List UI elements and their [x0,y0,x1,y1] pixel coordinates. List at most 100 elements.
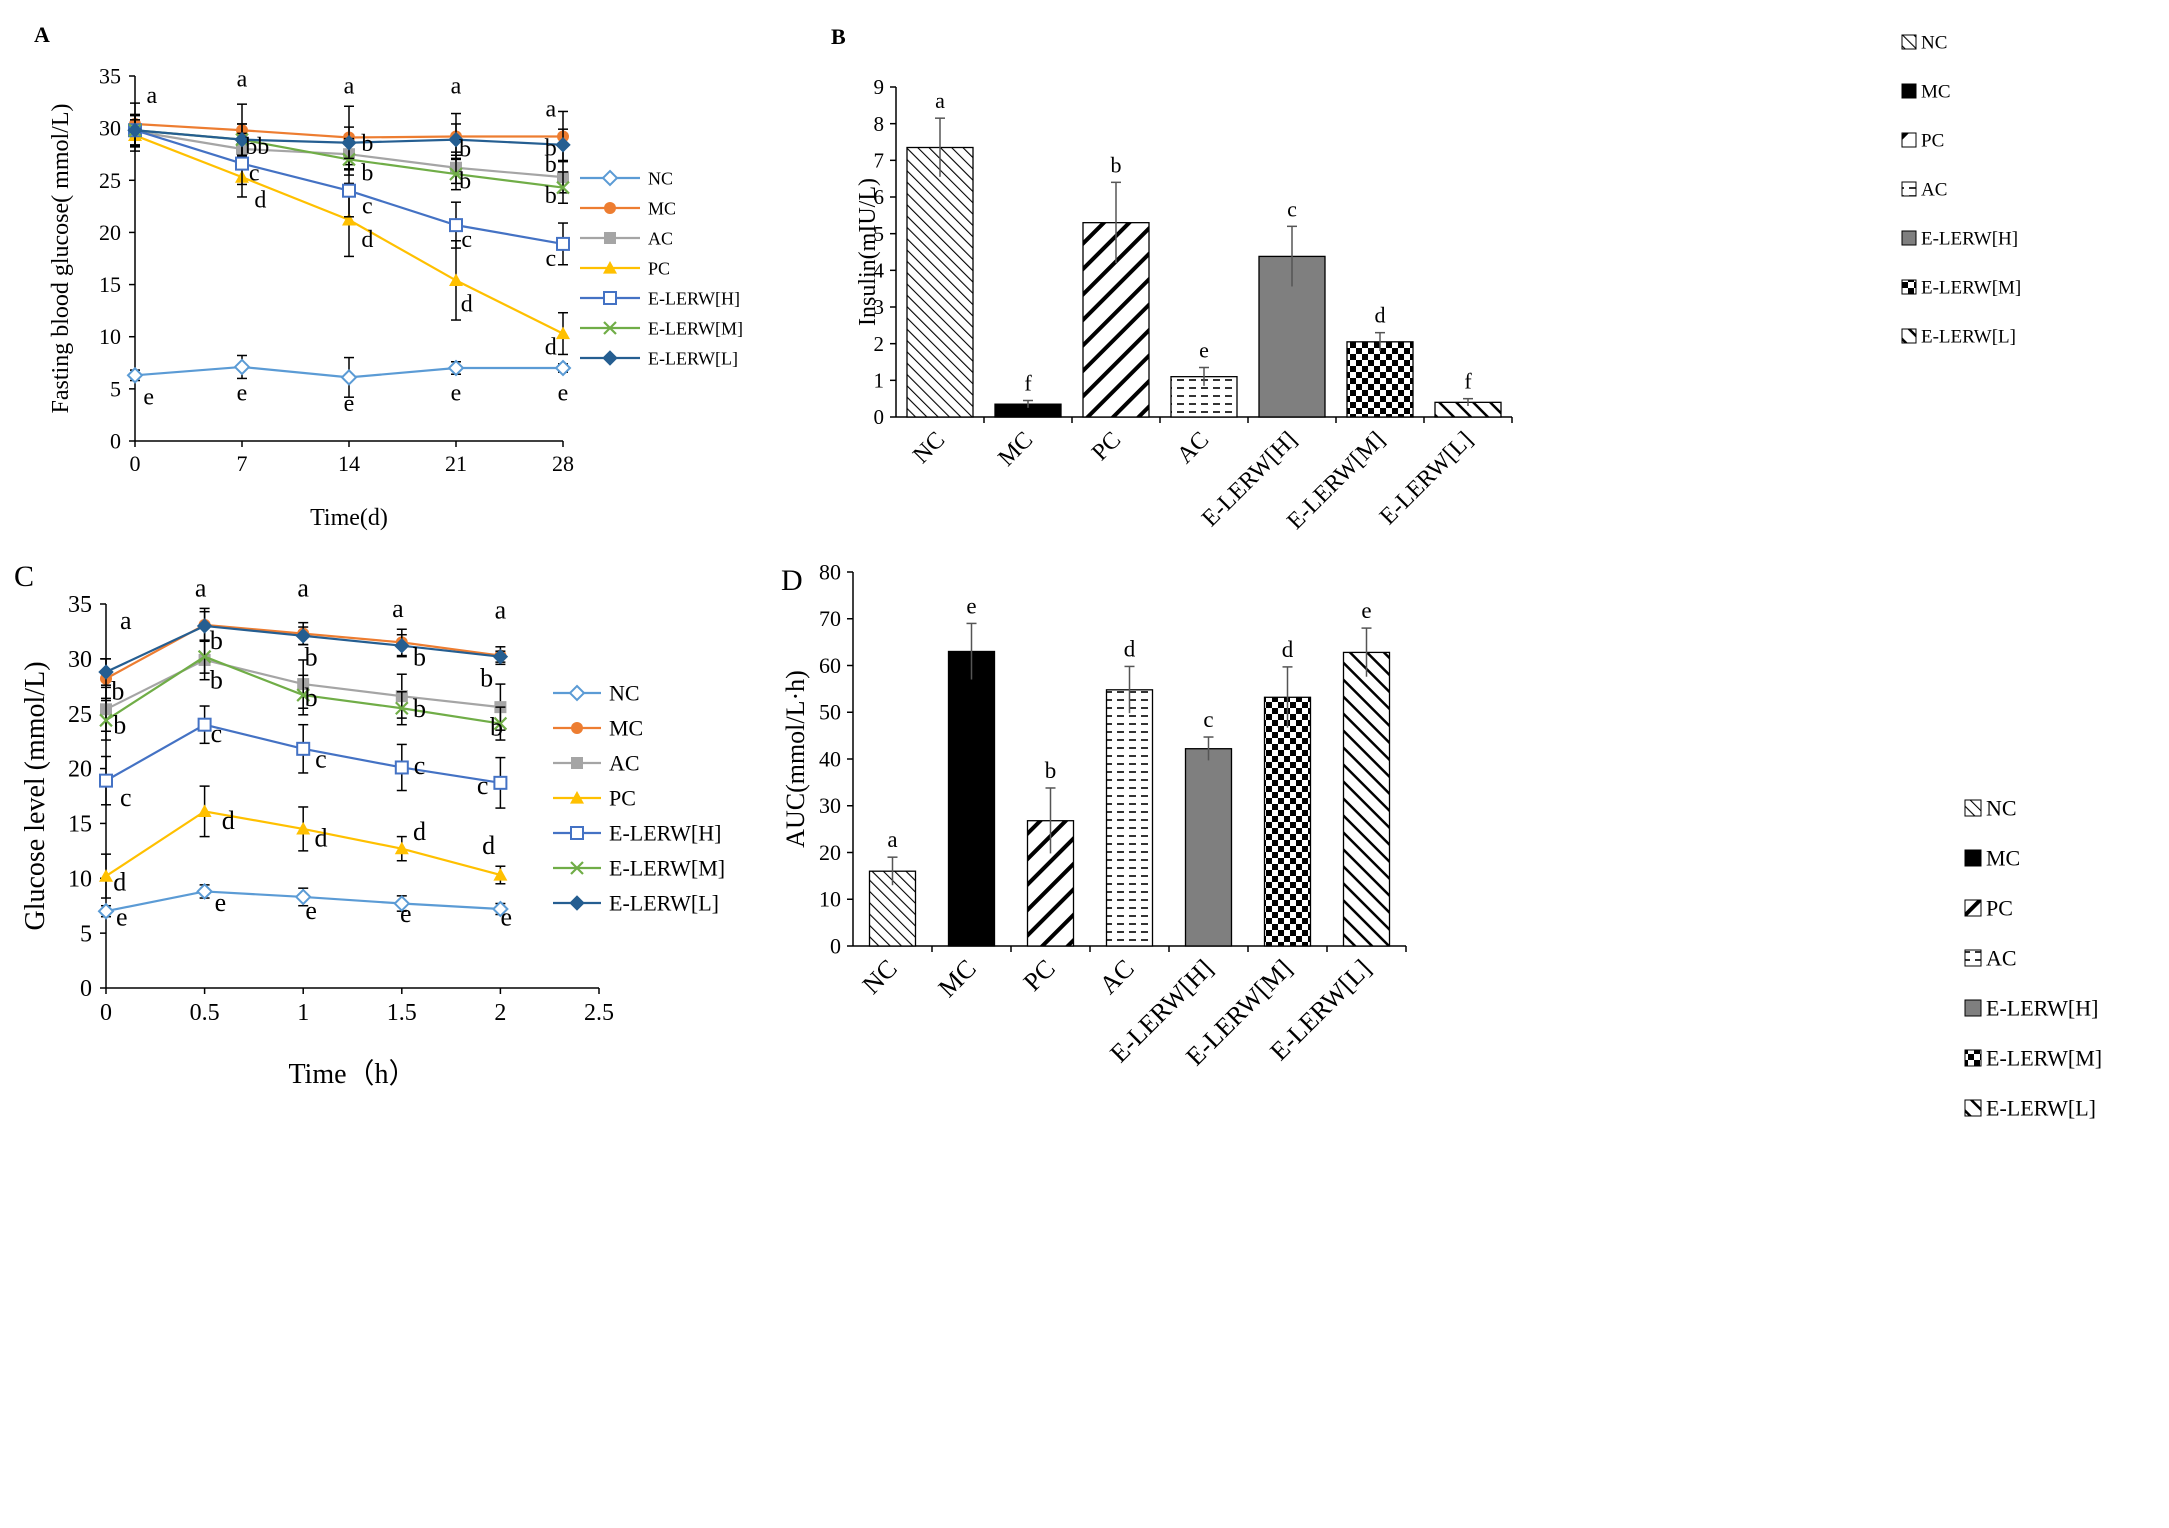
significance-letter: e [237,380,248,406]
legend-label: NC [1921,33,1947,54]
significance-letter: e [400,899,412,928]
y-tick-label: 10 [819,887,841,912]
legend-item: MC [580,198,676,218]
y-tick-label: 10 [99,324,121,349]
significance-letter: d [1375,303,1386,328]
legend-item: PC [580,258,670,278]
bar-group: c [1184,707,1233,947]
marker-square-open [296,741,311,756]
legend-label: MC [1921,82,1951,103]
significance-letter: a [146,83,157,109]
y-tick-label: 20 [68,757,92,783]
y-axis-label: AUC(mmol/L·h) [781,670,810,848]
significance-letter: d [314,823,327,852]
panel-label: D [781,564,803,597]
significance-letter: b [305,683,318,712]
legend-label: PC [648,258,670,278]
legend-label: NC [609,681,640,706]
series-nc [126,354,572,398]
marker-x [296,688,310,702]
series-e-lerw-l- [98,610,509,686]
significance-letter: a [297,573,309,602]
legend-label: AC [1921,180,1947,201]
y-tick-label: 0 [110,428,121,453]
y-tick-label: 50 [819,700,841,725]
legend-label: E-LERW[H] [648,288,740,308]
legend-swatch [1901,181,1917,197]
bar-group: a [868,827,917,947]
significance-letter: d [482,831,495,860]
panel-d-auc-bar-chart: D 0 10 20 30 40 50 60 70 80 AUC(mmol/L·h) a NC e MC b PC… [781,559,2102,1120]
significance-letter: b [361,131,373,157]
x-tick-label: 21 [445,451,467,476]
marker-diamond-open [294,888,312,906]
x-tick-label: 1 [297,1000,309,1026]
marker-diamond [341,135,357,151]
marker-diamond [196,618,213,634]
legend-item: AC [580,228,673,248]
significance-letter: e [1199,338,1209,363]
bar-group: d [1263,637,1312,947]
marker-square-open [556,236,570,251]
marker-diamond-open [447,359,465,377]
y-tick-label: 15 [68,812,92,838]
marker-diamond-open [601,169,619,187]
significance-letter: d [254,187,266,213]
significance-letter: b [1045,758,1057,783]
legend-swatch [1964,999,1982,1017]
marker-diamond-open [554,359,572,377]
marker-triangle [556,326,570,340]
legend-label: E-LERW[L] [1921,327,2016,348]
y-tick-label: 35 [99,63,121,88]
significance-letter: e [558,380,569,406]
panel-label: C [14,560,34,593]
significance-letter: b [545,135,557,161]
significance-letter: b [459,136,471,162]
legend-label: E-LERW[M] [609,856,725,881]
bar-group: a [906,88,974,418]
significance-letter: b [113,710,126,739]
legend-item: MC [553,716,643,741]
marker-diamond [98,664,114,680]
significance-letter: a [344,74,355,100]
legend-item: MC [1901,82,1951,103]
y-tick-label: 0 [874,405,885,429]
marker-circle [604,202,616,214]
bar [1342,651,1391,947]
legend-label: PC [1986,896,2013,921]
marker-triangle [197,804,212,817]
significance-letter: c [1203,707,1213,732]
y-tick-label: 5 [874,222,885,246]
legend-swatch [1964,799,1982,817]
x-tick-label: MC [933,954,982,1003]
significance-letter: d [361,227,373,253]
y-tick-label: 4 [874,258,885,282]
marker-diamond-open [233,358,251,376]
legend-label: E-LERW[M] [1921,278,2021,299]
marker-diamond-open [568,684,586,702]
x-tick-label: 28 [552,451,574,476]
legend-label: E-LERW[H] [609,821,721,846]
marker-square-open [570,826,584,840]
bar-group: e [1170,338,1238,418]
significance-letter: e [116,902,128,931]
marker-diamond [569,895,585,911]
legend-item: E-LERW[L] [1901,327,2016,348]
significance-letter: b [210,665,223,694]
legend-item: MC [1964,846,2020,871]
legend-item: E-LERW[H] [580,288,740,308]
x-tick-label: 1.5 [387,1000,417,1026]
x-axis-label: Time（h） [288,1058,416,1090]
legend-item: E-LERW[M] [553,856,725,881]
y-tick-label: 60 [819,653,841,678]
significance-letter: c [1287,196,1297,221]
significance-letter: c [414,751,426,780]
legend-label: MC [1986,846,2020,871]
significance-letter: f [1024,371,1032,396]
marker-square-open [342,183,356,198]
x-tick-label: NC [857,954,903,1000]
y-tick-label: 5 [110,376,121,401]
y-tick-label: 35 [68,592,92,618]
legend-label: PC [1921,131,1944,152]
y-tick-label: 0 [80,976,92,1002]
